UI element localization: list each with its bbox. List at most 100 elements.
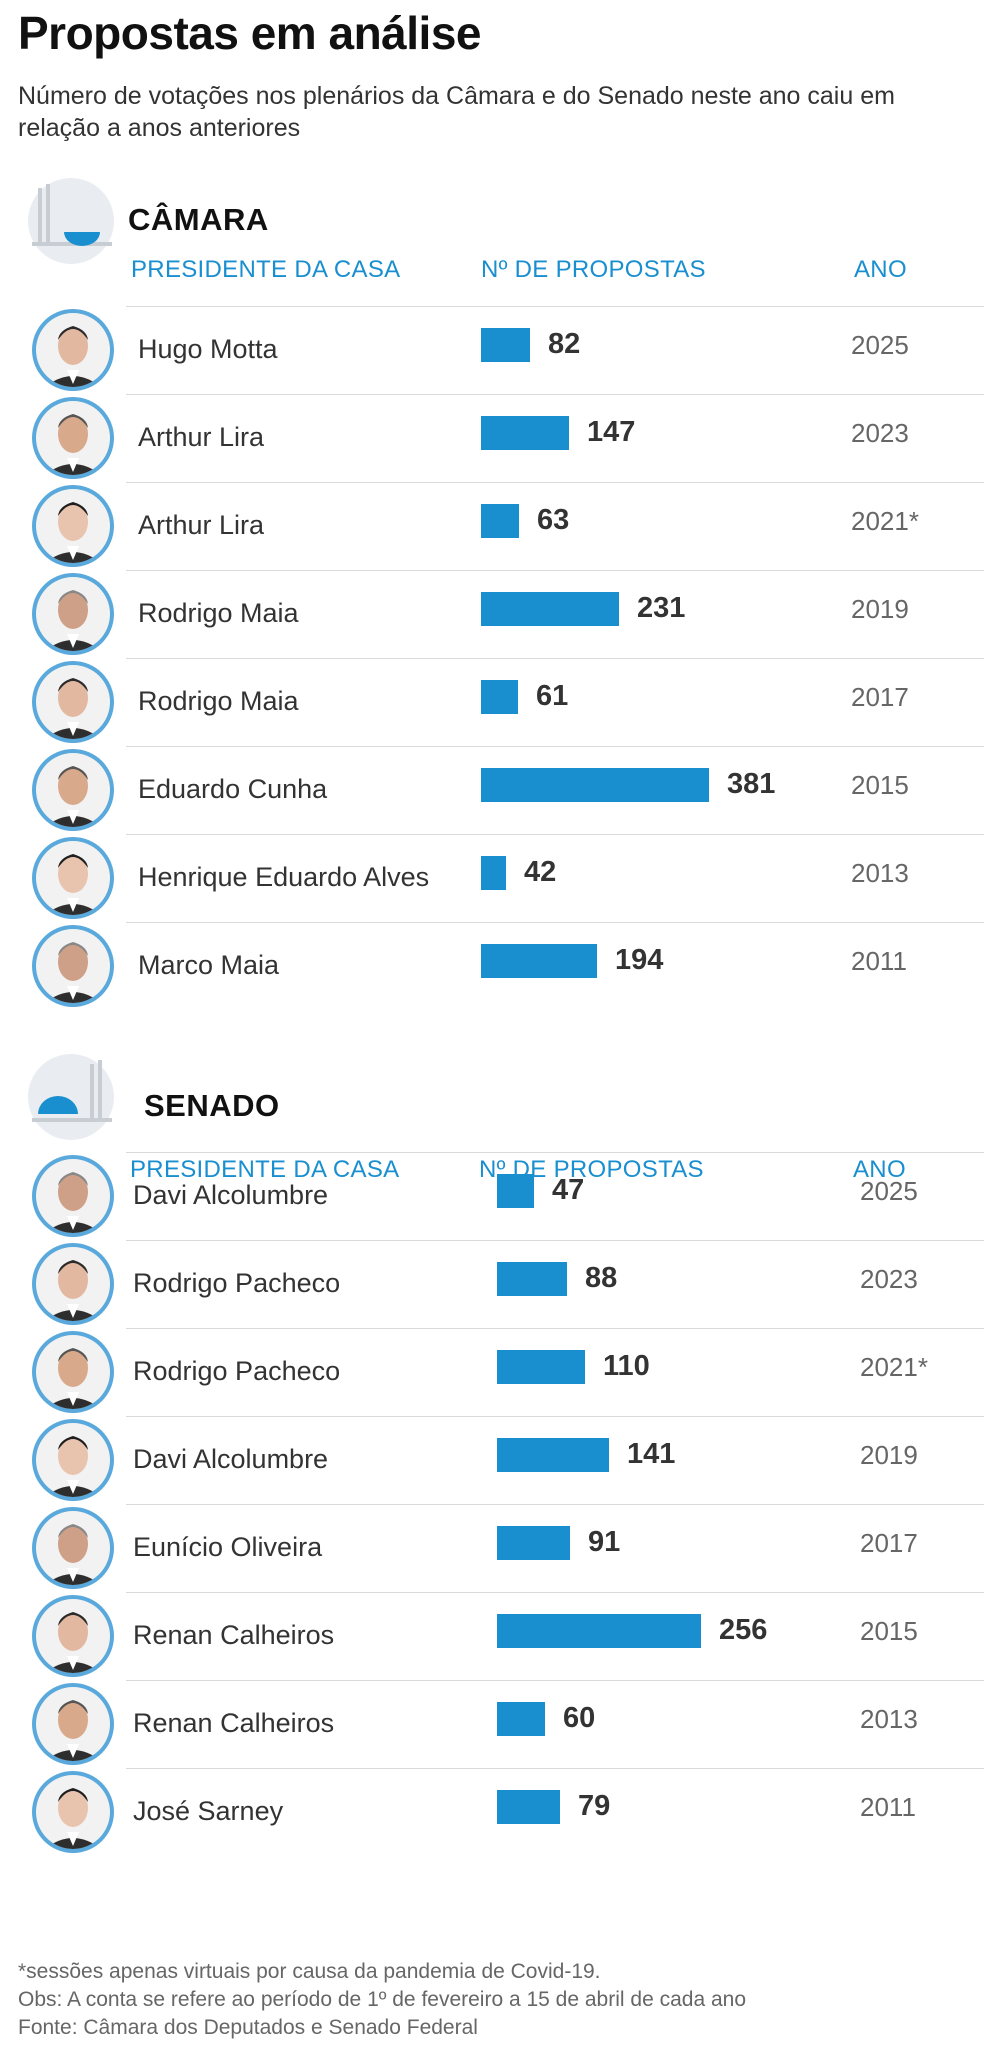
- proposal-bar: [481, 328, 530, 362]
- year-label: 2013: [851, 858, 909, 888]
- row-separator: [126, 394, 984, 395]
- proposal-bar: [497, 1614, 701, 1648]
- proposal-value-label: 61: [536, 680, 569, 712]
- senado-row: José Sarney 79 2011: [0, 1768, 984, 1856]
- row-separator: [126, 1416, 984, 1417]
- footnote-period: Obs: A conta se refere ao período de 1º …: [18, 1988, 746, 2011]
- footnotes: *sessões apenas virtuais por causa da pa…: [18, 1958, 746, 2042]
- president-photo: [29, 660, 117, 744]
- president-name: Davi Alcolumbre: [133, 1180, 329, 1210]
- proposal-value-label: 256: [719, 1614, 768, 1646]
- president-photo: [29, 484, 117, 568]
- president-photo: [29, 1330, 117, 1414]
- year-label: 2015: [860, 1616, 918, 1646]
- president-name: Rodrigo Maia: [138, 686, 299, 716]
- president-photo: [29, 1682, 117, 1766]
- proposal-value-label: 147: [587, 416, 636, 448]
- president-name: Hugo Motta: [138, 334, 278, 364]
- page-title: Propostas em análise: [18, 7, 481, 59]
- president-name: José Sarney: [133, 1796, 284, 1826]
- row-separator: [126, 746, 984, 747]
- proposal-bar: [481, 944, 597, 978]
- row-separator: [126, 1504, 984, 1505]
- row-separator: [126, 570, 984, 571]
- camara-building-icon: [28, 178, 114, 264]
- proposal-bar: [497, 1350, 585, 1384]
- senado-row: Davi Alcolumbre 141 2019: [0, 1416, 984, 1504]
- president-name: Arthur Lira: [138, 422, 265, 452]
- senado-row: Davi Alcolumbre 47 2025: [0, 1152, 984, 1240]
- camara-header-year: ANO: [854, 256, 907, 283]
- senado-row: Rodrigo Pacheco 110 2021*: [0, 1328, 984, 1416]
- year-label: 2015: [851, 770, 909, 800]
- camara-row: Henrique Eduardo Alves 42 2013: [0, 834, 984, 922]
- senado-row: Rodrigo Pacheco 88 2023: [0, 1240, 984, 1328]
- camara-row: Arthur Lira 147 2023: [0, 394, 984, 482]
- president-name: Davi Alcolumbre: [133, 1444, 329, 1474]
- senado-header-year: ANO: [853, 1156, 906, 1183]
- camara-row: Marco Maia 194 2011: [0, 922, 984, 1010]
- proposal-value-label: 110: [603, 1350, 650, 1382]
- proposal-bar: [481, 856, 506, 890]
- proposal-value-label: 88: [585, 1262, 618, 1294]
- camara-row: Hugo Motta 82 2025: [0, 306, 984, 394]
- camara-row: Eduardo Cunha 381 2015: [0, 746, 984, 834]
- proposal-value-label: 79: [578, 1790, 611, 1822]
- proposal-bar: [481, 768, 709, 802]
- president-photo: [29, 924, 117, 1008]
- president-photo: [29, 1770, 117, 1854]
- proposal-value-label: 194: [615, 944, 664, 976]
- proposal-value-label: 47: [552, 1174, 585, 1206]
- senado-row: Eunício Oliveira 91 2017: [0, 1504, 984, 1592]
- row-separator: [126, 482, 984, 483]
- president-photo: [29, 748, 117, 832]
- proposal-bar: [497, 1174, 534, 1208]
- camara-row: Arthur Lira 63 2021*: [0, 482, 984, 570]
- row-separator: [126, 1768, 984, 1769]
- row-separator: [126, 922, 984, 923]
- proposal-value-label: 63: [537, 504, 570, 536]
- president-photo: [29, 1242, 117, 1326]
- row-separator: [126, 1240, 984, 1241]
- camara-row: Rodrigo Maia 61 2017: [0, 658, 984, 746]
- president-name: Henrique Eduardo Alves: [138, 862, 430, 892]
- proposal-bar: [481, 680, 518, 714]
- year-label: 2011: [851, 946, 907, 976]
- president-name: Rodrigo Pacheco: [133, 1356, 341, 1386]
- year-label: 2021*: [851, 506, 919, 536]
- senado-row: Renan Calheiros 256 2015: [0, 1592, 984, 1680]
- president-name: Rodrigo Maia: [138, 598, 299, 628]
- president-name: Marco Maia: [138, 950, 280, 980]
- proposal-bar: [481, 416, 569, 450]
- proposal-bar: [481, 592, 619, 626]
- row-separator: [126, 1328, 984, 1329]
- senado-title: SENADO: [144, 1088, 280, 1123]
- president-name: Eunício Oliveira: [133, 1532, 323, 1562]
- president-photo: [29, 396, 117, 480]
- camara-header-president: PRESIDENTE DA CASA: [131, 256, 401, 283]
- year-label: 2017: [851, 682, 909, 712]
- footnote-source: Fonte: Câmara dos Deputados e Senado Fed…: [18, 2016, 478, 2039]
- year-label: 2021*: [860, 1352, 928, 1382]
- president-photo: [29, 1594, 117, 1678]
- senado-building-icon: [28, 1054, 114, 1140]
- year-label: 2011: [860, 1792, 916, 1822]
- year-label: 2013: [860, 1704, 918, 1734]
- page-subtitle: Número de votações nos plenários da Câma…: [18, 82, 895, 142]
- camara-row: Rodrigo Maia 231 2019: [0, 570, 984, 658]
- senado-header-president: PRESIDENTE DA CASA: [130, 1156, 400, 1183]
- year-label: 2023: [860, 1264, 918, 1294]
- president-photo: [29, 1418, 117, 1502]
- president-name: Eduardo Cunha: [138, 774, 328, 804]
- proposal-value-label: 60: [563, 1702, 596, 1734]
- year-label: 2025: [860, 1176, 918, 1206]
- president-photo: [29, 308, 117, 392]
- proposal-bar: [481, 504, 519, 538]
- row-separator: [126, 1680, 984, 1681]
- senado-row: Renan Calheiros 60 2013: [0, 1680, 984, 1768]
- proposal-value-label: 381: [727, 768, 776, 800]
- row-separator: [126, 1592, 984, 1593]
- president-name: Renan Calheiros: [133, 1620, 335, 1650]
- year-label: 2017: [860, 1528, 918, 1558]
- president-name: Arthur Lira: [138, 510, 265, 540]
